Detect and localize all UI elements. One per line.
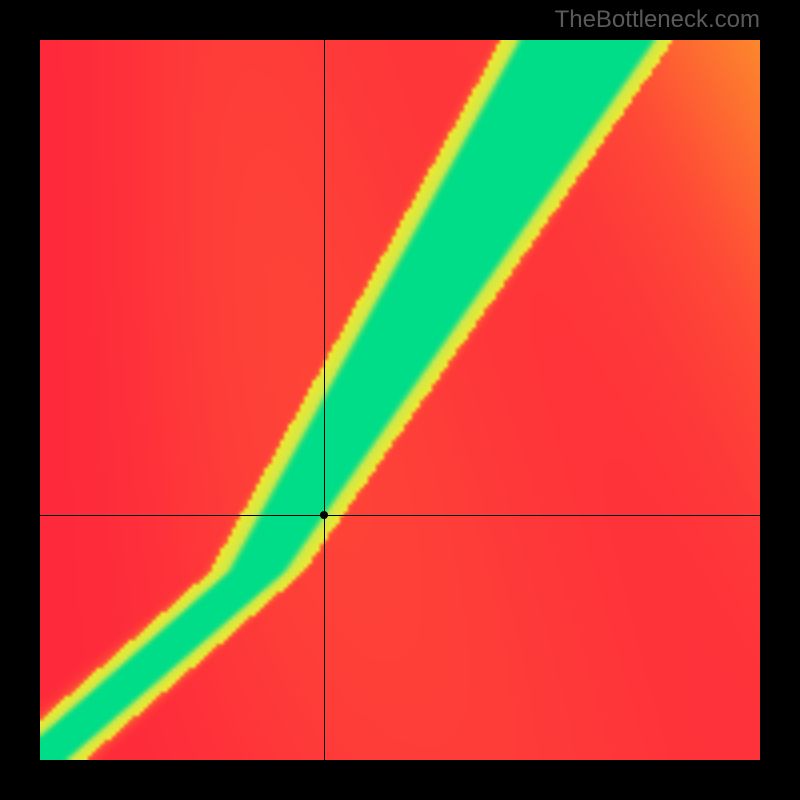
bottleneck-heatmap (40, 40, 760, 760)
chart-container: TheBottleneck.com (0, 0, 800, 800)
crosshair-horizontal (40, 515, 760, 516)
crosshair-vertical (324, 40, 325, 760)
watermark-text: TheBottleneck.com (555, 6, 760, 34)
